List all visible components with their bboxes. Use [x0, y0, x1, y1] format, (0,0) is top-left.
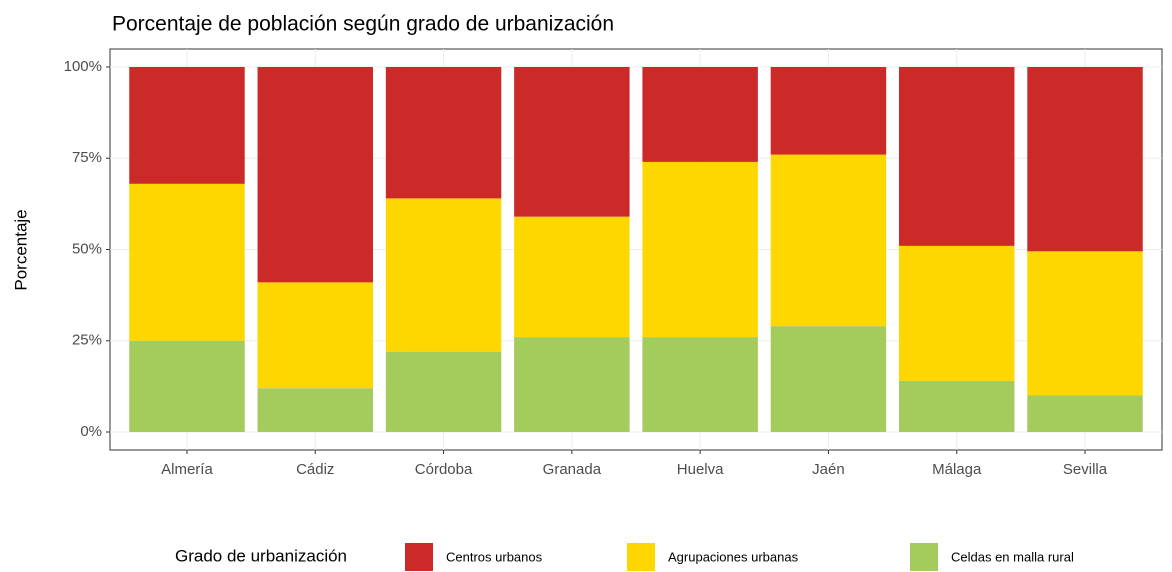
bar-segment	[257, 67, 373, 283]
y-tick-label: 0%	[80, 423, 102, 440]
y-tick-label: 50%	[72, 240, 102, 257]
bar-segment	[899, 380, 1015, 432]
legend-label: Agrupaciones urbanas	[668, 549, 799, 564]
bar-segment	[514, 337, 630, 432]
bar-segment	[129, 67, 245, 184]
legend-key	[627, 543, 655, 571]
y-tick-label: 25%	[72, 332, 102, 349]
bar-segment	[770, 154, 887, 327]
legend-label: Celdas en malla rural	[951, 549, 1074, 564]
legend-key	[405, 543, 433, 571]
y-axis-title: Porcentaje	[11, 209, 30, 290]
bar-segment	[899, 245, 1015, 381]
chart-title: Porcentaje de población según grado de u…	[112, 13, 614, 36]
bar-segment	[385, 67, 502, 199]
bar-segment	[514, 67, 630, 217]
bar-segment	[257, 282, 373, 389]
bar-segment	[514, 216, 630, 338]
bar-segment	[770, 326, 887, 432]
bar-segment	[642, 337, 758, 432]
x-tick-label: Sevilla	[1063, 461, 1108, 478]
bar-segment	[385, 351, 502, 432]
bar-segment	[642, 161, 758, 338]
bar-segment	[770, 67, 887, 155]
bar-segment	[129, 340, 245, 432]
bar-segment	[1027, 251, 1143, 396]
bar-segment	[129, 183, 245, 341]
x-tick-label: Granada	[543, 461, 602, 478]
bar-segment	[642, 67, 758, 162]
x-tick-label: Huelva	[677, 461, 724, 478]
bar-segment	[1027, 395, 1143, 432]
x-tick-label: Almería	[161, 461, 213, 478]
bar-segment	[1027, 67, 1143, 252]
x-tick-label: Málaga	[932, 461, 982, 478]
bar-segment	[899, 67, 1015, 246]
x-tick-label: Jaén	[812, 461, 845, 478]
legend-key	[910, 543, 938, 571]
x-tick-label: Córdoba	[415, 461, 473, 478]
bar-segment	[385, 198, 502, 352]
bar-segment	[257, 388, 373, 432]
y-tick-label: 100%	[64, 58, 102, 75]
x-tick-label: Cádiz	[296, 461, 334, 478]
legend-label: Centros urbanos	[446, 549, 543, 564]
y-tick-label: 75%	[72, 149, 102, 166]
legend-title: Grado de urbanización	[175, 546, 347, 565]
